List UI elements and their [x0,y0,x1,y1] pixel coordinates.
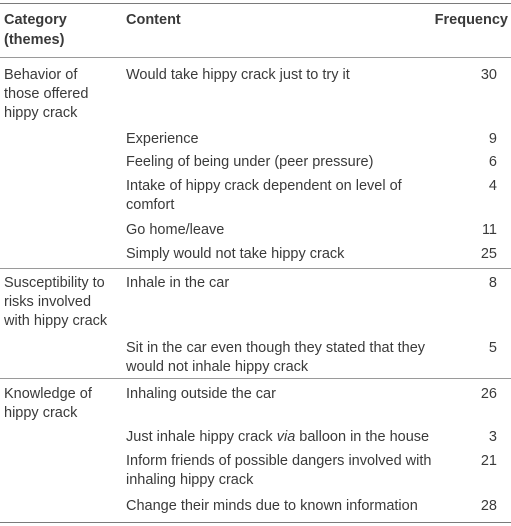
table-bottom-rule [0,522,511,523]
frequency-cell: 4 [488,178,497,194]
header-content: Content [126,12,181,28]
content-cell: Sit in the car even though they stated t… [126,340,426,375]
category-behavior: Behavior of those offered hippy crack [4,67,89,121]
frequency-cell: 21 [480,453,497,469]
frequency-cell: 3 [488,429,497,445]
content-cell: Intake of hippy crack dependent on level… [126,178,402,213]
content-cell: Simply would not take hippy crack [126,246,345,262]
content-cell: Inform friends of possible dangers invol… [126,453,432,488]
content-cell: Feeling of being under (peer pressure) [126,154,374,170]
content-text-part: balloon in the house [295,429,430,445]
content-cell: Would take hippy crack just to try it [126,67,350,83]
frequency-cell: 5 [488,340,497,356]
content-cell: Experience [126,131,199,147]
category-susceptibility: Susceptibility to risks involved with hi… [4,275,108,329]
content-cell: Go home/leave [126,222,225,238]
content-cell-via: Just inhale hippy crack via balloon in t… [126,428,446,447]
frequency-cell: 9 [488,131,497,147]
group-divider-rule [0,268,511,269]
frequency-cell: 26 [480,386,497,402]
content-cell: Inhaling outside the car [126,386,276,402]
frequency-cell: 11 [481,222,497,238]
category-knowledge: Knowledge of hippy crack [4,386,92,421]
content-italic-via: via [276,429,296,445]
frequency-cell: 6 [488,154,497,170]
frequency-cell: 25 [480,246,497,262]
header-rule [0,57,511,58]
group-divider-rule [0,378,511,379]
content-cell: Inhale in the car [126,275,230,291]
header-frequency: Frequency [434,12,508,28]
header-category: Category (themes) [4,12,67,48]
frequency-cell: 8 [488,275,497,291]
frequency-cell: 28 [480,498,497,514]
table-top-rule [0,3,511,4]
frequency-cell: 30 [480,67,497,83]
content-text-part: Just inhale hippy crack [126,429,277,445]
content-cell: Change their minds due to known informat… [126,498,418,514]
